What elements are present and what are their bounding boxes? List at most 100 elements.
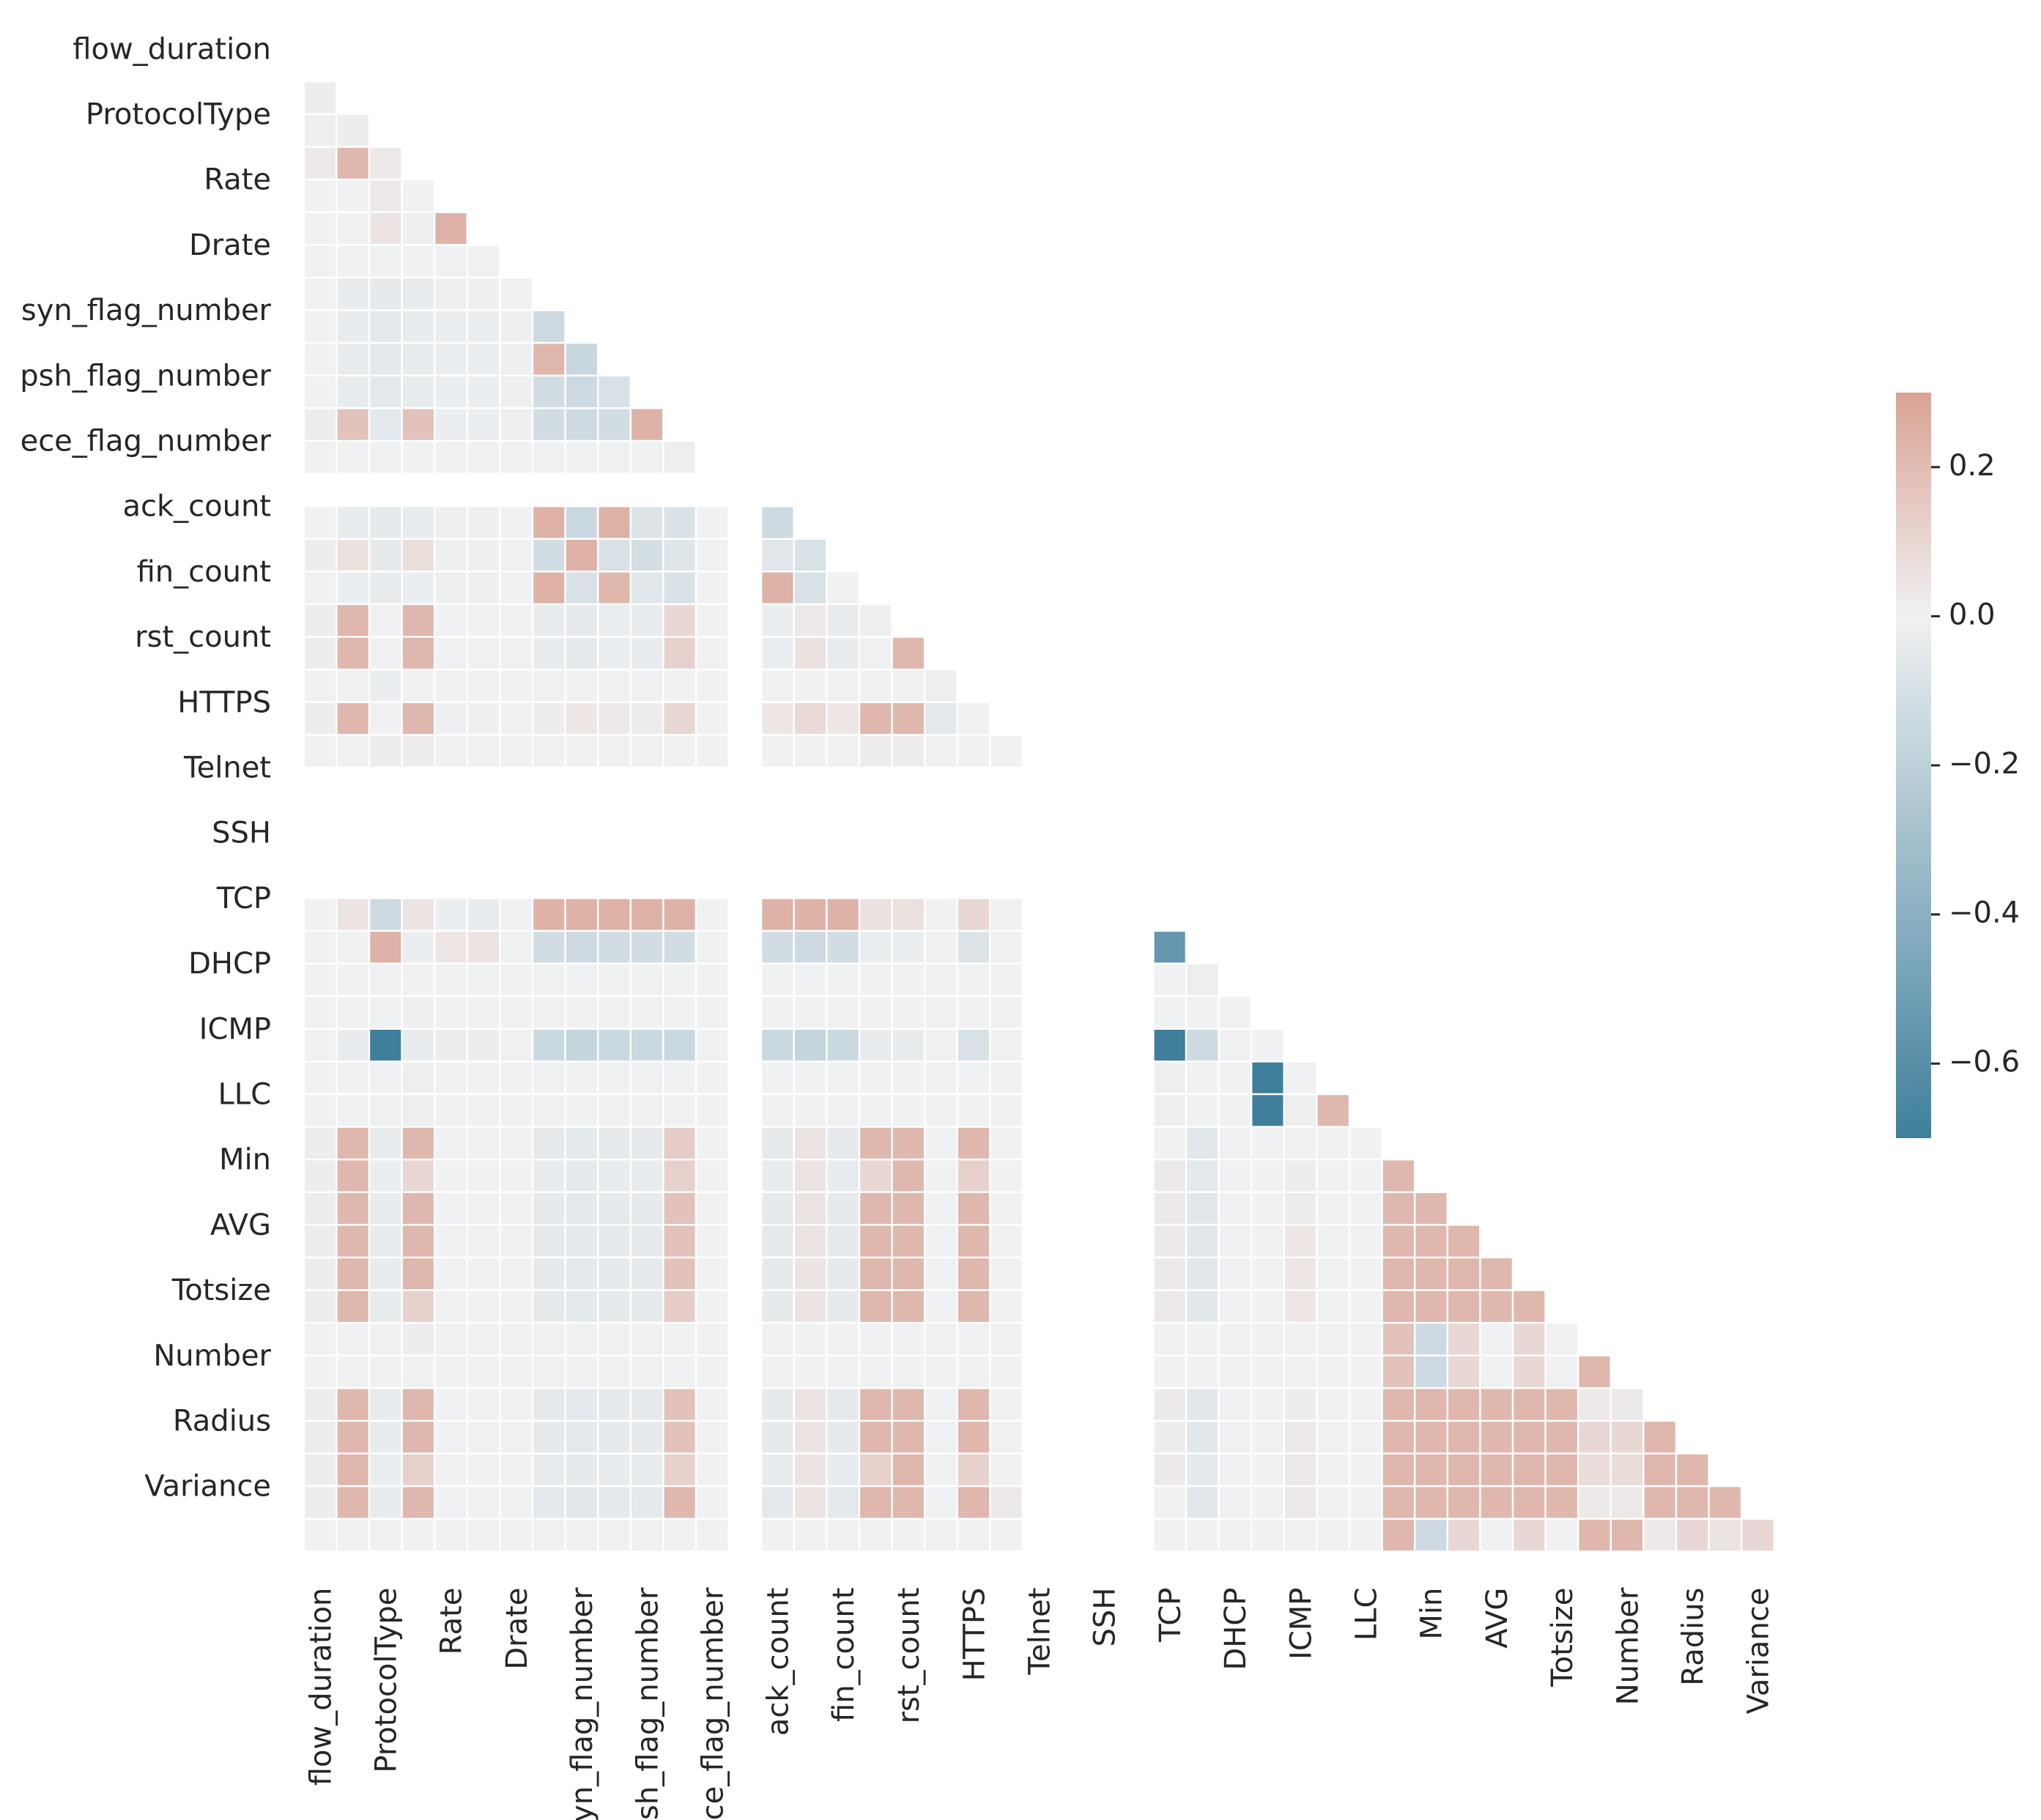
heatmap-cell-Weight-LLC — [1350, 1520, 1382, 1551]
heatmap-cell-urg_count-syn_flag_number — [566, 605, 597, 636]
heatmap-cell-Max-ARP — [1252, 1193, 1284, 1225]
heatmap-cell-syn_flag_number-ProtocolType — [370, 311, 401, 342]
heatmap-cell-UDP-Header_Length — [337, 932, 368, 963]
heatmap-cell-Tot_sum-DHCP — [1219, 1127, 1251, 1159]
heatmap-cell-Radius-ICMP — [1285, 1422, 1316, 1453]
heatmap-cell-Covariance-ack_count — [762, 1454, 793, 1485]
heatmap-cell-HTTPS-HTTPS — [958, 703, 990, 735]
heatmap-cell-Number-Std — [1514, 1356, 1545, 1388]
heatmap-cell-Std-ICMP — [1285, 1258, 1316, 1290]
heatmap-cell-syn_count-ProtocolType — [370, 540, 401, 571]
heatmap-cell-IAT-urg_count — [860, 1323, 892, 1355]
x-tick-label: ProtocolType — [370, 1588, 404, 1773]
heatmap-cell-Radius-DHCP — [1219, 1422, 1251, 1453]
heatmap-cell-Totsize-DNS — [990, 1290, 1022, 1322]
heatmap-cell-Duration-ProtocolType — [370, 147, 401, 179]
heatmap-cell-Std-UDP — [1187, 1258, 1218, 1290]
heatmap-cell-LLC-syn_flag_number — [566, 1095, 597, 1126]
heatmap-cell-DNS-ece_flag_number — [697, 735, 728, 767]
heatmap-cell-Min-Duration — [402, 1160, 434, 1192]
heatmap-cell-fin_count-syn_flag_number — [566, 572, 597, 603]
heatmap-cell-IAT-fin_count — [827, 1323, 859, 1355]
heatmap-cell-DNS-flow_duration — [305, 735, 336, 767]
heatmap-cell-Totsize-Duration — [402, 1290, 434, 1322]
heatmap-cell-ack_flag_number-Rate — [435, 409, 467, 440]
heatmap-cell-ICMP-syn_count — [795, 1030, 826, 1061]
heatmap-cell-IPv-urg_count — [860, 1062, 892, 1093]
heatmap-cell-IPv-Drate — [500, 1062, 532, 1093]
heatmap-cell-ICMP-DNS — [990, 1030, 1022, 1061]
heatmap-cell-Min-Header_Length — [337, 1160, 368, 1192]
heatmap-cell-LLC-psh_flag_number — [631, 1095, 663, 1126]
heatmap-cell-ARP-ack_count — [762, 997, 793, 1028]
heatmap-cell-Variance-Covariance — [1709, 1487, 1741, 1518]
heatmap-cell-Radius-DNS — [990, 1422, 1022, 1453]
heatmap-cell-UDP-Duration — [402, 932, 434, 963]
heatmap-cell-IAT-DNS — [990, 1323, 1022, 1355]
heatmap-cell-fin_count-flow_duration — [305, 572, 336, 603]
heatmap-cell-Max-urg_count — [860, 1193, 892, 1225]
heatmap-cell-Std-ack_count — [762, 1258, 793, 1290]
y-tick-label: ack_count — [122, 490, 271, 524]
heatmap-cell-UDP-HTTPS — [958, 932, 990, 963]
heatmap-cell-IPv-Srate — [468, 1062, 500, 1093]
y-tick-label: Drate — [189, 229, 271, 262]
heatmap-cell-Covariance-Tot_sum — [1382, 1454, 1414, 1485]
heatmap-cell-IPv-syn_count — [795, 1062, 826, 1093]
heatmap-cell-Variance-IAT — [1579, 1487, 1610, 1518]
heatmap-cell-Totsize-ack_flag_number — [664, 1290, 695, 1322]
heatmap-cell-Std-DNS — [990, 1258, 1022, 1290]
heatmap-cell-AVG-ICMP — [1285, 1225, 1316, 1257]
heatmap-cell-HTTP-flow_duration — [305, 670, 336, 702]
heatmap-cell-IAT-syn_count — [795, 1323, 826, 1355]
colorbar-gradient — [1896, 393, 1931, 1138]
heatmap-cell-Radius-TCP — [1154, 1422, 1185, 1453]
heatmap-cell-Weight-ProtocolType — [370, 1520, 401, 1551]
x-tick-label: HTTPS — [957, 1588, 991, 1682]
heatmap-cell-Totsize-urg_count — [860, 1290, 892, 1322]
heatmap-cell-Magnitue-DNS — [990, 1389, 1022, 1420]
colorbar: 0.2 0.0 −0.2 −0.4 −0.6 — [1896, 393, 2020, 1138]
heatmap-cell-urg_count-rst_flag_number — [599, 605, 630, 636]
heatmap-cell-TCP-syn_flag_number — [566, 899, 597, 930]
heatmap-cell-Weight-Number — [1612, 1520, 1643, 1551]
heatmap-cell-TCP-HTTP — [925, 899, 957, 930]
heatmap-cell-DNS-ack_count — [762, 735, 793, 767]
heatmap-cell-DHCP-fin_count — [827, 964, 859, 995]
heatmap-cell-Magnitue-rst_count — [892, 1389, 924, 1420]
heatmap-cell-Max-Rate — [435, 1193, 467, 1225]
heatmap-cell-DHCP-Srate — [468, 964, 500, 995]
heatmap-cell-Tot_sum-rst_flag_number — [599, 1127, 630, 1159]
heatmap-cell-ece_flag_number-syn_flag_number — [566, 442, 597, 473]
heatmap-cell-Radius-flow_duration — [305, 1422, 336, 1453]
heatmap-cell-Weight-AVG — [1481, 1520, 1512, 1551]
heatmap-cell-Covariance-Drate — [500, 1454, 532, 1485]
heatmap-cell-urg_count-ece_flag_number — [697, 605, 728, 636]
heatmap-cell-fin_count-psh_flag_number — [631, 572, 663, 603]
heatmap-cell-Variance-ack_count — [762, 1487, 793, 1518]
heatmap-cell-Number-HTTP — [925, 1356, 957, 1388]
heatmap-cell-Magnitue-DHCP — [1219, 1389, 1251, 1420]
heatmap-cell-AVG-DNS — [990, 1225, 1022, 1257]
heatmap-cell-UDP-flow_duration — [305, 932, 336, 963]
heatmap-cell-ack_count-ack_count — [762, 507, 793, 538]
heatmap-cell-AVG-Srate — [468, 1225, 500, 1257]
heatmap-cell-ICMP-rst_flag_number — [599, 1030, 630, 1061]
heatmap-cell-Magnitue-fin_flag_number — [533, 1389, 565, 1420]
colorbar-tick-label: −0.2 — [1949, 747, 2020, 781]
heatmap-cell-Totsize-ICMP — [1285, 1290, 1316, 1322]
heatmap-cell-Min-UDP — [1187, 1160, 1218, 1192]
heatmap-cell-Totsize-syn_count — [795, 1290, 826, 1322]
heatmap-cell-Variance-Number — [1612, 1487, 1643, 1518]
heatmap-cell-HTTP-fin_count — [827, 670, 859, 702]
heatmap-cell-ICMP-ProtocolType — [370, 1030, 401, 1061]
heatmap-cell-Max-syn_flag_number — [566, 1193, 597, 1225]
heatmap-cell-Std-fin_count — [827, 1258, 859, 1290]
heatmap-cell-UDP-ack_count — [762, 932, 793, 963]
heatmap-cell-Tot_sum-syn_flag_number — [566, 1127, 597, 1159]
heatmap-cell-ack_count-ProtocolType — [370, 507, 401, 538]
heatmap-cell-Radius-fin_flag_number — [533, 1422, 565, 1453]
heatmap-cell-ack_flag_number-Drate — [500, 409, 532, 440]
heatmap-cell-syn_count-psh_flag_number — [631, 540, 663, 571]
heatmap-cell-ARP-fin_count — [827, 997, 859, 1028]
